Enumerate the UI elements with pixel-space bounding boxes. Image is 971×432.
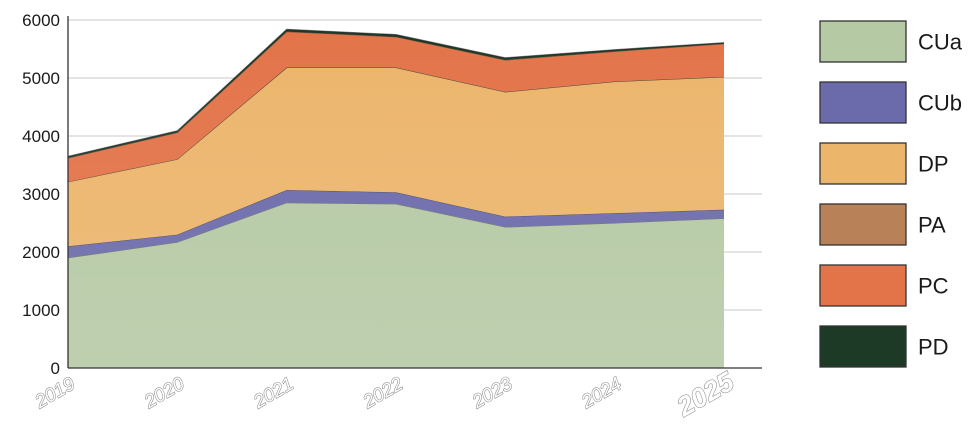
y-tick-label-4000: 4000 xyxy=(22,127,60,146)
x-tick-label-2021: 2021 xyxy=(249,374,297,414)
x-tick-label-2025: 2025 xyxy=(671,366,740,423)
legend: CUa CUb DP PA PC PD xyxy=(819,20,963,368)
legend-swatch-cub xyxy=(819,81,907,124)
legend-label-cua: CUa xyxy=(918,30,963,55)
y-tick-label-1000: 1000 xyxy=(22,301,60,320)
x-tick-label-2024: 2024 xyxy=(577,374,625,414)
y-tick-label-0: 0 xyxy=(51,359,60,378)
legend-swatch-pc xyxy=(819,264,907,307)
legend-label-dp: DP xyxy=(918,152,949,177)
y-tick-label-5000: 5000 xyxy=(22,69,60,88)
legend-swatch-pa xyxy=(819,203,907,246)
x-tick-label-2019: 2019 xyxy=(31,373,79,413)
legend-label-cub: CUb xyxy=(918,91,962,116)
legend-label-pa: PA xyxy=(918,213,946,238)
legend-label-pd: PD xyxy=(918,335,949,360)
x-tick-label-2023: 2023 xyxy=(468,373,516,413)
area-series-group xyxy=(67,28,725,369)
area-shading xyxy=(68,29,724,369)
y-tick-label-6000: 6000 xyxy=(22,11,60,30)
x-tick-label-2022: 2022 xyxy=(359,373,407,413)
legend-swatch-dp xyxy=(819,142,907,185)
y-tick-label-2000: 2000 xyxy=(22,243,60,262)
legend-swatch-pd xyxy=(819,325,907,368)
y-tick-label-3000: 3000 xyxy=(22,185,60,204)
legend-swatch-cua xyxy=(819,20,907,63)
legend-label-pc: PC xyxy=(918,274,949,299)
x-tick-label-2020: 2020 xyxy=(140,373,188,413)
